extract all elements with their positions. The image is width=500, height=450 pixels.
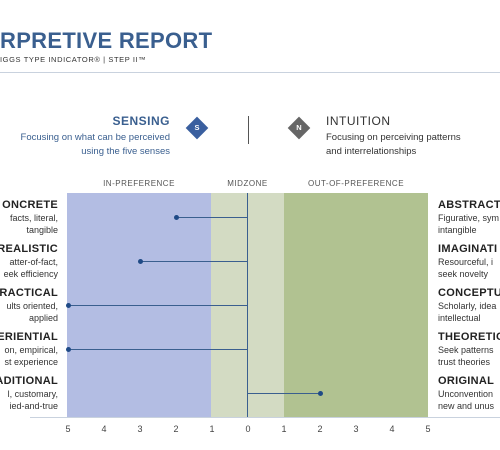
axis-tick-label: 1 [209,424,215,434]
axis-tick-label: 2 [317,424,323,434]
facet-score-connector [140,261,248,262]
facet-right-pole-description: Scholarly, idea intellectual [438,301,497,323]
axis-tick-label: 4 [389,424,395,434]
facet-right-pole-title: ORIGINAL [438,375,495,387]
sensing-label: SENSING [112,114,170,128]
facet-left-pole-title: PRACTICAL [0,287,58,299]
axis-tick-label: 4 [101,424,107,434]
axis-tick-label: 1 [281,424,287,434]
report-title: RPRETIVE REPORT [0,28,213,53]
facet-score-dot [173,215,179,220]
facet-right-pole-description: Seek patterns trust theories [438,345,494,367]
axis-tick-label: 3 [353,424,359,434]
facet-right-pole-description: Resourceful, i seek novelty [438,257,494,279]
facet-score-connector [68,305,248,306]
zone-midzone-header: MIDZONE [227,179,268,188]
axis-tick-label: 5 [425,424,431,434]
facet-score-connector [248,393,320,394]
dimension-divider [248,116,249,144]
intuition-label: INTUITION [326,114,391,128]
facet-score-connector [176,217,248,218]
zone-in-preference-header: IN-PREFERENCE [103,179,175,188]
sensing-badge-letter: S [194,123,200,132]
facet-right-pole-description: Unconvention new and unus [438,389,495,411]
facet-left-pole-title: ADITIONAL [0,375,58,387]
axis-tick-label: 2 [173,424,179,434]
axis-tick-label: 0 [245,424,251,434]
axis-tick-label: 3 [137,424,143,434]
facet-score-dot [137,259,143,264]
facet-left-pole-title: REALISTIC [0,243,58,255]
axis-line [30,417,500,418]
sensing-badge-icon: S [185,116,209,140]
report-subtitle: IGGS TYPE INDICATOR® | STEP II™ [0,55,147,64]
axis-tick-label: 5 [65,424,71,434]
facet-left-pole-description: on, empirical, st experience [4,345,58,367]
facet-left-pole-description: atter-of-fact, eek efficiency [3,257,58,279]
out-of-preference-band [284,193,428,417]
facet-left-pole-title: ERIENTIAL [0,331,58,343]
intuition-badge-letter: N [296,123,302,132]
facet-left-pole-description: facts, literal, tangible [9,213,58,235]
zone-out-of-preference-header: OUT-OF-PREFERENCE [307,179,405,188]
facet-right-pole-title: THEORETIC [438,331,500,343]
facet-score-dot [317,391,323,396]
facet-score-dot [65,347,71,352]
facet-right-pole-title: CONCEPTU [438,287,500,299]
facet-score-dot [65,303,71,308]
facet-left-pole-title: ONCRETE [2,199,58,211]
facet-left-pole-description: l, customary, ied-and-true [7,389,58,411]
sensing-description: Focusing on what can be perceived using … [20,132,170,157]
intuition-description: Focusing on perceiving patterns and inte… [326,132,461,157]
facet-right-pole-title: IMAGINATI [438,243,498,255]
title-divider [0,72,500,73]
facet-right-pole-description: Figurative, sym intangible [438,213,500,235]
facet-score-connector [68,349,248,350]
facet-right-pole-title: ABSTRACT [438,199,500,211]
intuition-badge-icon: N [287,116,311,140]
facet-left-pole-description: ults oriented, applied [6,301,58,323]
